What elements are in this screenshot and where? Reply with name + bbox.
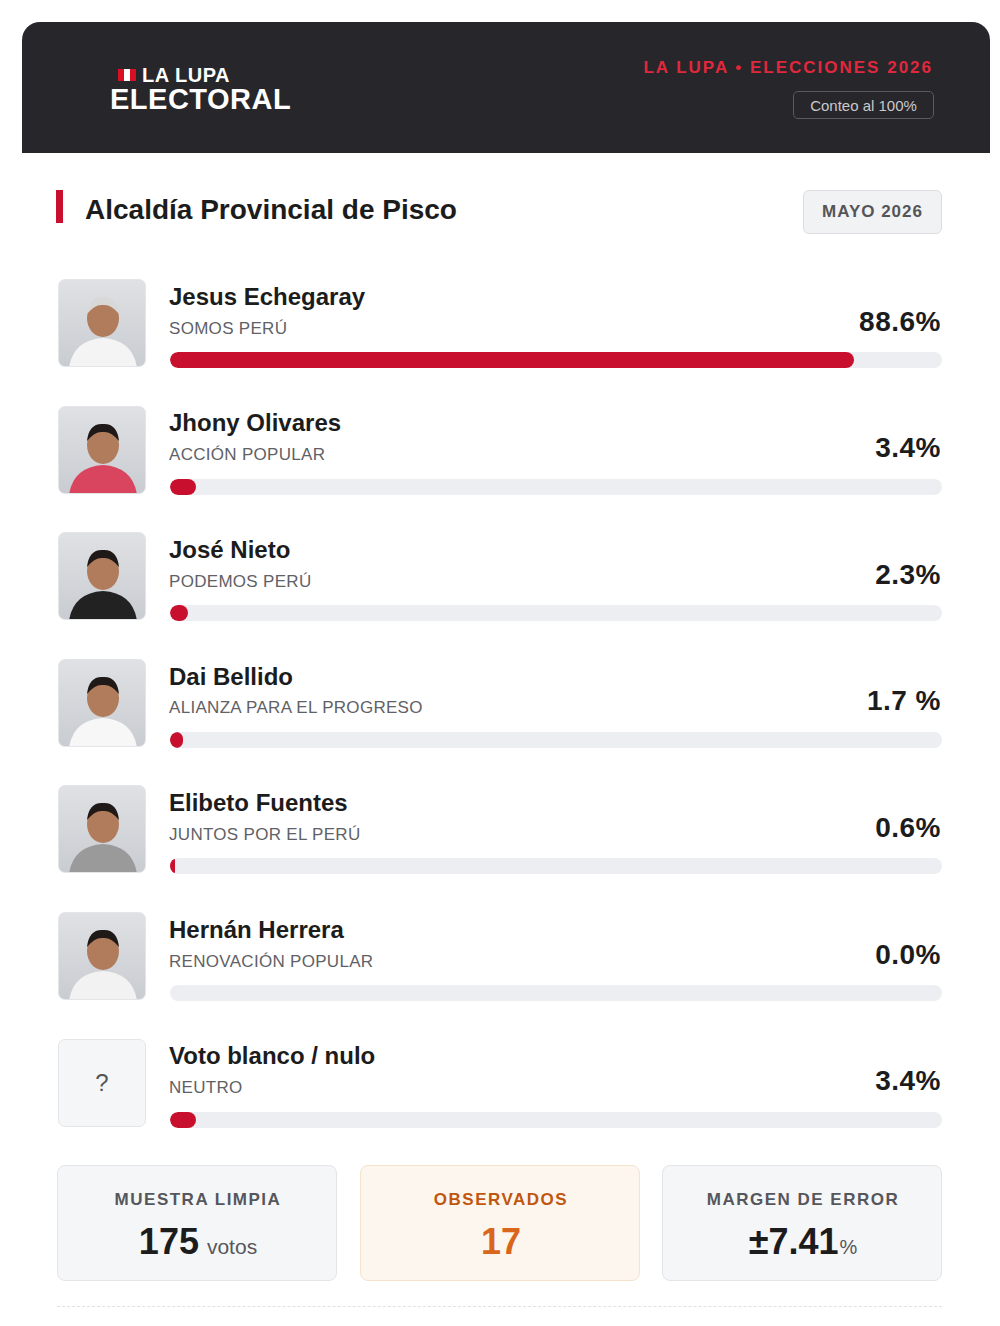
data-label: 3.4% <box>875 1066 941 1097</box>
flag-icon <box>118 69 136 81</box>
stat-label: MUESTRA LIMPIA <box>58 1190 338 1210</box>
candidate-avatar <box>58 785 146 873</box>
blank-vote-icon: ? <box>95 1069 108 1097</box>
party-name: PODEMOS PERÚ <box>169 573 311 592</box>
avatar-silhouette <box>59 533 146 620</box>
candidate-name: Dai Bellido <box>169 664 293 690</box>
party-name: RENOVACIÓN POPULAR <box>169 953 373 972</box>
avatar-silhouette <box>59 407 146 494</box>
avatar-hair <box>87 677 119 694</box>
candidate-avatar <box>58 532 146 620</box>
avatar-body <box>69 465 137 494</box>
avatar-silhouette <box>59 786 146 873</box>
stat-label: MARGEN DE ERROR <box>663 1190 943 1210</box>
bar <box>170 605 188 621</box>
stat-unit: votos <box>207 1235 257 1258</box>
avatar-hair <box>87 550 119 567</box>
party-name: ACCIÓN POPULAR <box>169 446 325 465</box>
avatar-silhouette <box>59 913 146 1000</box>
candidate-avatar <box>58 406 146 494</box>
bar <box>170 479 196 495</box>
avatar-hair <box>87 803 119 820</box>
data-label: 1.7 % <box>867 686 941 717</box>
data-label: 2.3% <box>875 560 941 591</box>
count-badge: Conteo al 100% <box>793 91 934 119</box>
avatar-body <box>69 844 137 873</box>
bar-track <box>170 1112 942 1128</box>
party-name: ALIANZA PARA EL PROGRESO <box>169 699 423 718</box>
stat-value: 175 <box>139 1221 199 1262</box>
brand-bottom: ELECTORAL <box>110 84 291 116</box>
data-label: 0.6% <box>875 813 941 844</box>
bar-track <box>170 858 942 874</box>
candidate-name: Voto blanco / nulo <box>169 1043 375 1069</box>
bar <box>170 858 175 874</box>
avatar-body <box>69 591 137 620</box>
avatar-body <box>69 971 137 1000</box>
stat-value-line: 175 votos <box>58 1222 338 1269</box>
stat-box: MUESTRA LIMPIA 175 votos <box>57 1165 337 1281</box>
bar <box>170 732 183 748</box>
candidate-avatar <box>58 912 146 1000</box>
stat-label: OBSERVADOS <box>361 1190 641 1210</box>
candidate-name: Elibeto Fuentes <box>169 790 348 816</box>
bar-track <box>170 732 942 748</box>
candidate-name: José Nieto <box>169 537 290 563</box>
candidate-avatar <box>58 659 146 747</box>
avatar-hair <box>87 297 119 314</box>
candidate-name: Jesus Echegaray <box>169 284 365 310</box>
avatar-silhouette <box>59 280 146 367</box>
bar-track <box>170 605 942 621</box>
data-label: 88.6% <box>859 307 941 338</box>
candidate-name: Jhony Olivares <box>169 410 341 436</box>
edition: LA LUPA • ELECCIONES 2026 <box>643 59 933 78</box>
brand-top: LA LUPA <box>142 64 230 86</box>
chart-title: Alcaldía Provincial de Pisco <box>85 195 457 226</box>
party-name: NEUTRO <box>169 1079 243 1098</box>
bar-track <box>170 985 942 1001</box>
bar <box>170 352 854 368</box>
avatar-hair <box>87 930 119 947</box>
page: LA LUPAELECTORAL LA LUPA • ELECCIONES 202… <box>0 0 1000 1326</box>
stat-value: 17 <box>481 1221 521 1262</box>
stat-value: 7.41 <box>768 1221 838 1262</box>
party-name: SOMOS PERÚ <box>169 320 287 339</box>
count-badge-text: Conteo al 100% <box>810 97 917 114</box>
stat-prefix: ± <box>749 1221 769 1262</box>
date-badge: MAYO 2026 <box>803 190 942 234</box>
candidate-avatar: ? <box>58 1039 146 1127</box>
candidate-avatar <box>58 279 146 367</box>
candidate-name: Hernán Herrera <box>169 917 344 943</box>
avatar-hair <box>87 424 119 441</box>
data-label: 0.0% <box>875 940 941 971</box>
stat-box: OBSERVADOS 17 <box>360 1165 640 1281</box>
flag-red-right <box>130 69 136 81</box>
stat-box: MARGEN DE ERROR ±7.41% <box>662 1165 942 1281</box>
stat-value-line: 17 <box>361 1222 641 1269</box>
title-accent <box>56 190 63 223</box>
party-name: JUNTOS POR EL PERÚ <box>169 826 361 845</box>
bar-track <box>170 479 942 495</box>
bar <box>170 1112 196 1128</box>
data-label: 3.4% <box>875 433 941 464</box>
avatar-body <box>69 718 137 747</box>
bar-track <box>170 352 942 368</box>
stat-unit: % <box>840 1236 858 1258</box>
avatar-silhouette <box>59 660 146 747</box>
stat-value-line: ±7.41% <box>663 1222 943 1269</box>
avatar-body <box>69 338 137 367</box>
date-badge-text: MAYO 2026 <box>822 202 923 222</box>
bottom-divider <box>57 1306 942 1307</box>
